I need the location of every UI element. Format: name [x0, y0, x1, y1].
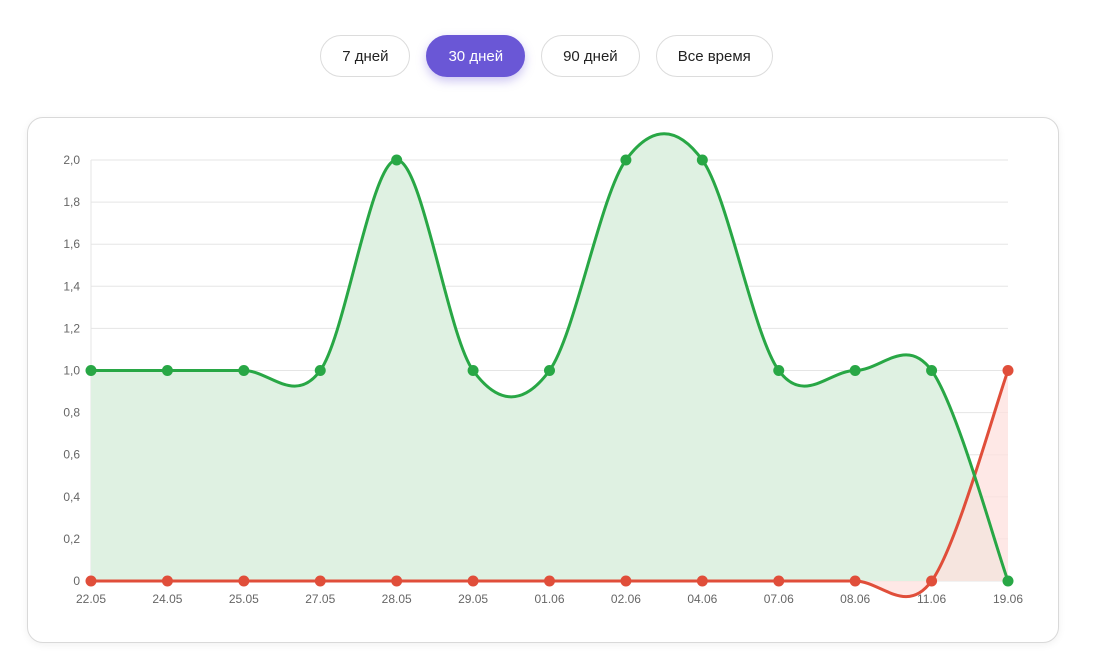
- data-point[interactable]: [620, 154, 632, 166]
- range-90-days-button[interactable]: 90 дней: [541, 35, 640, 77]
- data-point[interactable]: [1002, 365, 1014, 376]
- x-tick-label: 02.06: [611, 592, 641, 606]
- series-points: [85, 154, 1014, 587]
- data-point[interactable]: [849, 575, 861, 587]
- y-tick-label: 1,0: [63, 364, 80, 378]
- data-point[interactable]: [544, 575, 555, 587]
- x-tick-label: 28.05: [382, 592, 412, 606]
- x-tick-label: 01.06: [534, 592, 564, 606]
- data-point[interactable]: [544, 365, 555, 376]
- y-tick-label: 0,2: [63, 532, 80, 546]
- y-tick-label: 0,8: [63, 406, 80, 420]
- data-point[interactable]: [238, 365, 250, 376]
- data-point[interactable]: [849, 365, 861, 376]
- series-area-0: [91, 133, 1008, 581]
- data-point[interactable]: [696, 575, 708, 587]
- x-tick-label: 07.06: [764, 592, 794, 606]
- data-point[interactable]: [467, 365, 479, 376]
- data-point[interactable]: [314, 575, 326, 587]
- x-tick-label: 25.05: [229, 592, 259, 606]
- data-point[interactable]: [926, 365, 938, 376]
- series-areas: [91, 133, 1008, 597]
- y-tick-label: 0,4: [63, 490, 80, 504]
- chart-card: 0 0,2 0,4 0,6 0,8 1,0 1,2 1,4 1,6 1,8 2,0 22.05 24.…: [27, 117, 1059, 643]
- range-selector: 7 дней 30 дней 90 дней Все время: [0, 35, 1093, 77]
- data-point[interactable]: [773, 575, 785, 587]
- y-tick-label: 1,2: [63, 321, 80, 335]
- data-point[interactable]: [391, 575, 403, 587]
- range-30-days-button[interactable]: 30 дней: [426, 35, 526, 77]
- y-tick-label: 0: [73, 574, 80, 588]
- data-point[interactable]: [314, 365, 326, 376]
- data-point[interactable]: [391, 154, 403, 166]
- range-7-days-button[interactable]: 7 дней: [320, 35, 411, 77]
- y-tick-label: 2,0: [63, 153, 80, 167]
- data-point[interactable]: [620, 575, 632, 587]
- data-point[interactable]: [85, 365, 97, 376]
- data-point[interactable]: [467, 575, 479, 587]
- data-point[interactable]: [238, 575, 250, 587]
- x-tick-label: 04.06: [687, 592, 717, 606]
- line-chart: 0 0,2 0,4 0,6 0,8 1,0 1,2 1,4 1,6 1,8 2,0 22.05 24.…: [63, 132, 1023, 606]
- x-tick-label: 19.06: [993, 592, 1023, 606]
- y-axis-ticks: 0 0,2 0,4 0,6 0,8 1,0 1,2 1,4 1,6 1,8 2,0: [63, 153, 80, 588]
- y-tick-label: 1,6: [63, 237, 80, 251]
- x-tick-label: 11.06: [917, 592, 946, 606]
- x-tick-label: 29.05: [458, 592, 488, 606]
- x-tick-label: 24.05: [152, 592, 182, 606]
- data-point[interactable]: [85, 575, 97, 587]
- data-point[interactable]: [773, 365, 785, 376]
- data-point[interactable]: [1002, 575, 1014, 587]
- data-point[interactable]: [696, 154, 708, 166]
- y-tick-label: 0,6: [63, 448, 80, 462]
- x-tick-label: 08.06: [840, 592, 870, 606]
- data-point[interactable]: [161, 575, 173, 587]
- data-point[interactable]: [926, 575, 938, 587]
- x-tick-label: 27.05: [305, 592, 335, 606]
- data-point[interactable]: [161, 365, 173, 376]
- x-axis-ticks: 22.05 24.05 25.05 27.05 28.05 29.05 01.06 02.06…: [76, 592, 1023, 606]
- range-all-time-button[interactable]: Все время: [655, 35, 773, 77]
- y-tick-label: 1,4: [63, 279, 80, 293]
- y-tick-label: 1,8: [63, 195, 80, 209]
- x-tick-label: 22.05: [76, 592, 106, 606]
